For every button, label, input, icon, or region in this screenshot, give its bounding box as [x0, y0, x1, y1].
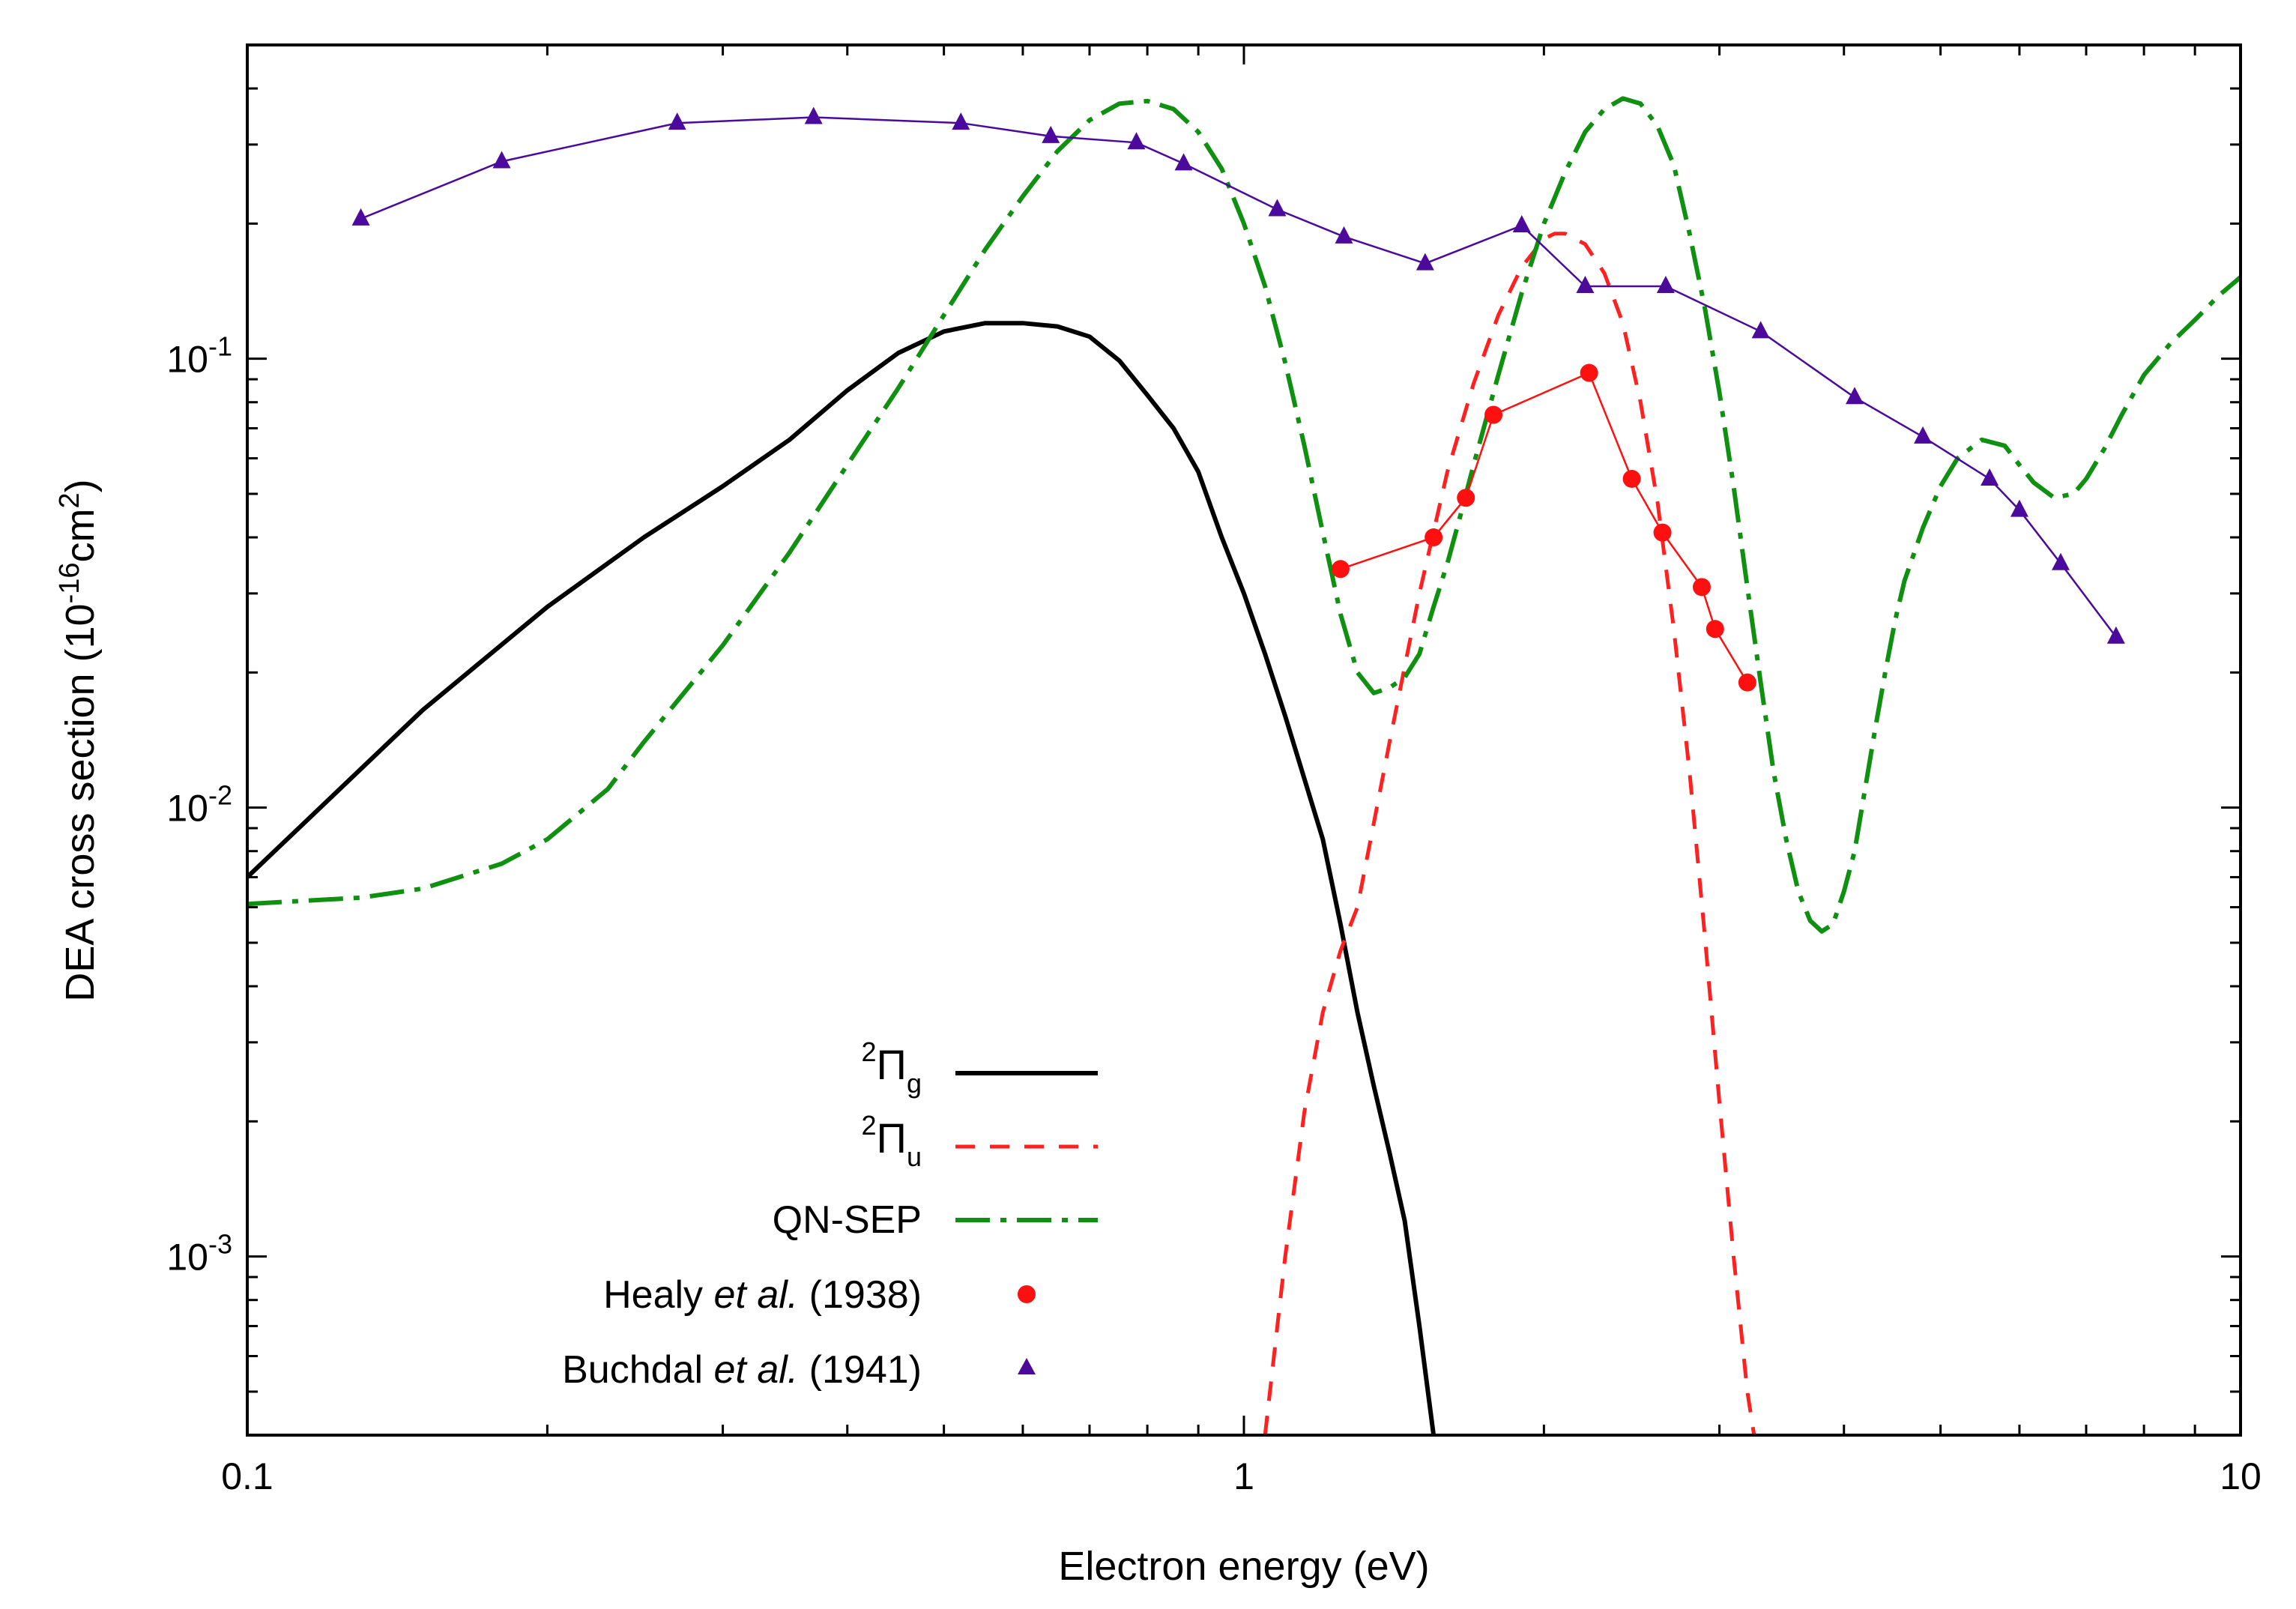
- data-point-buchdal: [2010, 499, 2028, 517]
- legend-entry-pi-g: 2Πg: [861, 1036, 1098, 1099]
- data-point-buchdal: [1127, 132, 1146, 150]
- data-point-buchdal: [492, 151, 511, 169]
- data-point-buchdal: [1751, 321, 1770, 339]
- data-point-healy: [1706, 620, 1724, 639]
- svg-text:Healy et al. (1938): Healy et al. (1938): [603, 1273, 922, 1317]
- data-point-buchdal: [1981, 468, 1999, 486]
- data-point-buchdal: [1846, 387, 1864, 405]
- data-point-buchdal: [1576, 276, 1595, 294]
- data-point-healy: [1622, 469, 1641, 488]
- data-point-buchdal: [2106, 626, 2125, 644]
- data-point-healy: [1692, 578, 1711, 597]
- data-point-healy: [1331, 560, 1350, 579]
- x-tick-labels: 0.1 1 10: [221, 1455, 2262, 1497]
- data-point-healy: [1653, 523, 1672, 542]
- svg-text:QN-SEP: QN-SEP: [773, 1198, 922, 1242]
- legend-marker-healy: [1018, 1285, 1036, 1303]
- x-axis-label: Electron energy (eV): [1058, 1544, 1429, 1589]
- data-point-buchdal: [1335, 226, 1353, 244]
- data-point-buchdal: [668, 112, 686, 130]
- plot-frame: [246, 43, 2242, 1437]
- data-point-buchdal: [1174, 153, 1193, 171]
- plot-area: [247, 96, 2241, 1435]
- data-point-buchdal: [1416, 253, 1434, 271]
- y-tick-label: 10-1: [166, 331, 232, 381]
- data-point-healy: [1484, 405, 1503, 424]
- series-line-pi-u: [1263, 232, 1756, 1435]
- data-point-buchdal: [1042, 125, 1060, 143]
- data-point-buchdal: [1268, 199, 1287, 217]
- series-line-healy-et-al-1938: [1340, 371, 1748, 683]
- data-point-healy: [1738, 673, 1756, 692]
- data-point-buchdal: [952, 112, 970, 130]
- svg-text:Buchdal et al. (1941): Buchdal et al. (1941): [562, 1348, 922, 1392]
- legend: 2Πg 2Πu QN-SEP Healy et al. (1938) Buchd…: [562, 1036, 1098, 1392]
- data-point-buchdal: [1914, 426, 1933, 444]
- data-point-buchdal: [351, 208, 370, 226]
- series-line-pi-g: [247, 321, 1436, 1435]
- legend-entry-buchdal: Buchdal et al. (1941): [562, 1348, 1036, 1392]
- legend-entry-pi-u: 2Πu: [861, 1110, 1098, 1172]
- legend-entry-qn-sep: QN-SEP: [773, 1198, 1098, 1242]
- data-point-healy: [1425, 528, 1443, 547]
- legend-marker-buchdal: [1018, 1358, 1036, 1374]
- x-tick-label: 0.1: [221, 1455, 274, 1497]
- legend-entry-healy: Healy et al. (1938): [603, 1273, 1036, 1317]
- x-tick-label: 10: [2220, 1455, 2262, 1497]
- y-tick-label: 10-3: [166, 1229, 232, 1279]
- data-point-healy: [1580, 363, 1598, 382]
- series-line-qn-sep: [247, 96, 2241, 934]
- x-tick-label: 1: [1233, 1455, 1254, 1497]
- data-point-buchdal: [1656, 276, 1675, 294]
- data-point-buchdal: [804, 106, 823, 124]
- data-point-buchdal: [1512, 214, 1531, 232]
- svg-text:2Πu: 2Πu: [861, 1110, 922, 1172]
- svg-text:2Πg: 2Πg: [861, 1036, 922, 1099]
- data-point-buchdal: [2051, 552, 2070, 570]
- y-tick-label: 10-2: [166, 780, 232, 830]
- y-axis-label: DEA cross section (10-16cm2): [54, 479, 103, 1001]
- data-point-healy: [1457, 489, 1475, 507]
- y-tick-labels: 10-1 10-2 10-3: [166, 331, 232, 1279]
